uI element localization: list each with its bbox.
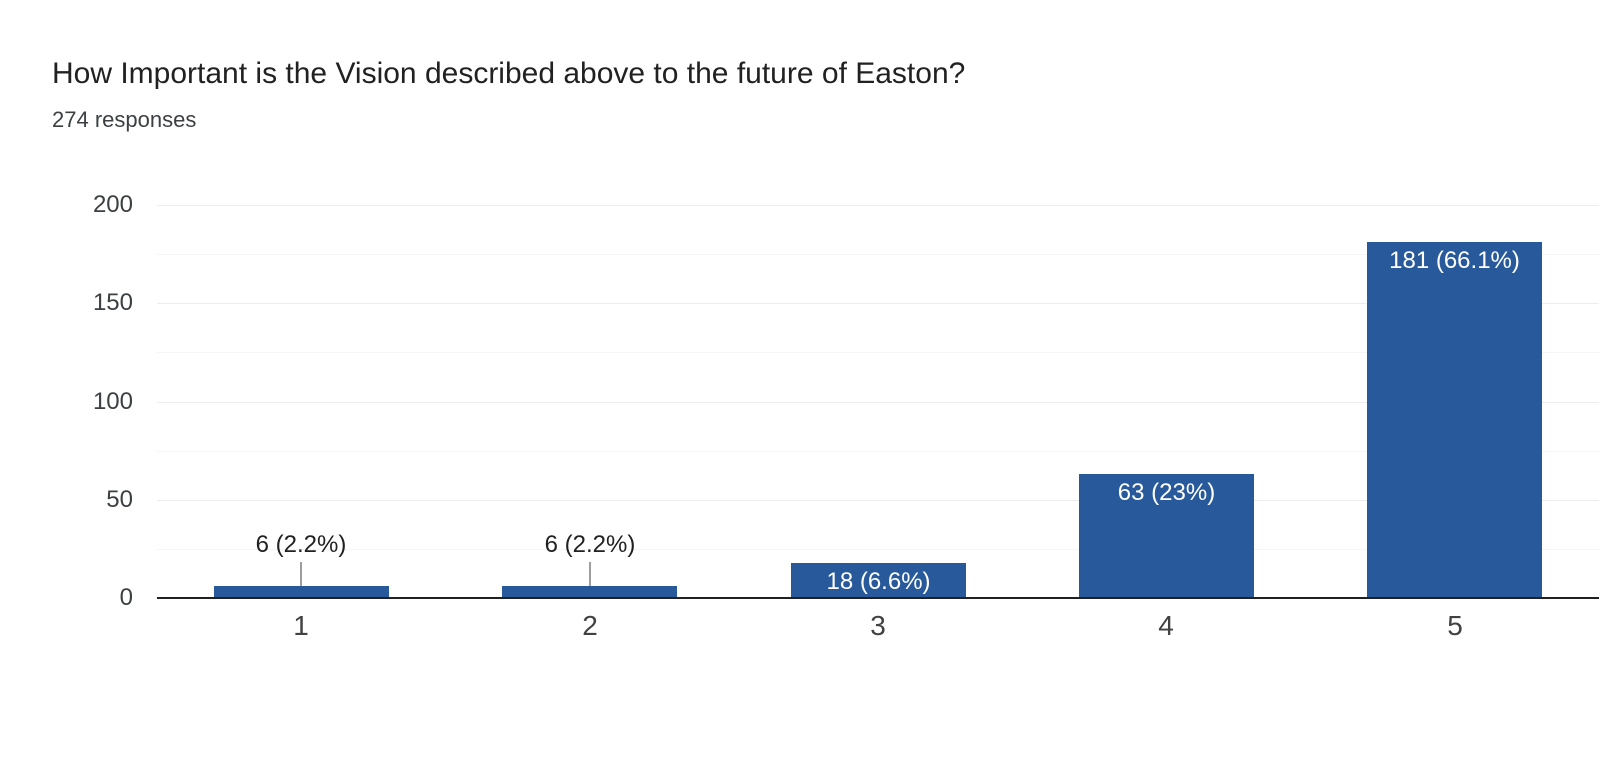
y-axis-tick-label: 150	[92, 289, 133, 316]
bar-category-5[interactable]	[1367, 242, 1542, 598]
x-axis-tick-label: 4	[1158, 610, 1174, 641]
x-axis-tick-label: 3	[870, 610, 886, 641]
response-count: 274 responses	[52, 107, 197, 132]
bar-category-1[interactable]	[214, 586, 389, 598]
bar-value-label: 18 (6.6%)	[826, 568, 931, 595]
x-axis-baseline	[157, 597, 1599, 599]
x-axis-tick-label: 2	[582, 610, 598, 641]
question-title: How Important is the Vision described ab…	[52, 57, 966, 90]
bar-value-label: 63 (23%)	[1117, 479, 1216, 506]
label-leader-line	[589, 562, 591, 586]
bar-value-label: 6 (2.2%)	[255, 531, 347, 558]
x-axis-tick-label: 1	[293, 610, 309, 641]
bar-category-4[interactable]	[1079, 474, 1254, 598]
y-axis-tick-label: 50	[106, 486, 133, 513]
major-gridline	[157, 205, 1599, 206]
y-axis-tick-label: 200	[92, 191, 133, 218]
bar-category-3[interactable]	[791, 563, 966, 598]
bar-category-2[interactable]	[502, 586, 677, 598]
label-leader-line	[300, 562, 302, 586]
y-axis-tick-label: 0	[119, 584, 133, 611]
bar-value-label: 181 (66.1%)	[1389, 247, 1520, 274]
bar-value-label: 6 (2.2%)	[544, 531, 636, 558]
y-axis-tick-label: 100	[92, 388, 133, 415]
x-axis-tick-label: 5	[1447, 610, 1463, 641]
